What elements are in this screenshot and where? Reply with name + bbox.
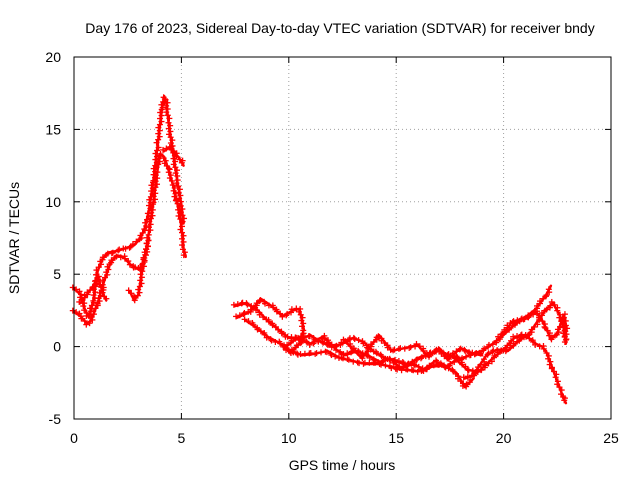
y-tick-label: 15 <box>45 121 61 137</box>
x-tick-label: 10 <box>281 430 297 446</box>
series-trace-k <box>495 308 571 344</box>
x-tick-label: 20 <box>496 430 512 446</box>
y-tick-label: 20 <box>45 49 61 65</box>
x-tick-label: 25 <box>603 430 619 446</box>
axis-ticks <box>73 56 612 420</box>
y-axis-label: SDTVAR / TECUs <box>6 182 22 294</box>
series-trace-j <box>340 333 484 363</box>
chart-title: Day 176 of 2023, Sidereal Day-to-day VTE… <box>85 20 594 36</box>
x-tick-label: 15 <box>388 430 404 446</box>
y-tick-label: 5 <box>53 266 61 282</box>
series-trace-h <box>460 331 568 405</box>
x-tick-label: 5 <box>178 430 186 446</box>
plot-frame <box>73 56 612 420</box>
x-tick-labels: 0 5 10 15 20 25 <box>70 430 619 446</box>
y-tick-label: 0 <box>53 339 61 355</box>
series-trace-e <box>160 143 186 167</box>
data-series <box>69 94 571 405</box>
y-tick-label: 10 <box>45 194 61 210</box>
y-tick-label: -5 <box>49 411 62 427</box>
y-tick-labels: -5 0 5 10 15 20 <box>45 49 61 427</box>
series-trace-i <box>241 316 475 390</box>
series-trace-d <box>125 236 152 304</box>
x-tick-label: 0 <box>70 430 78 446</box>
series-trace-c <box>76 273 110 305</box>
x-axis-label: GPS time / hours <box>289 457 396 473</box>
